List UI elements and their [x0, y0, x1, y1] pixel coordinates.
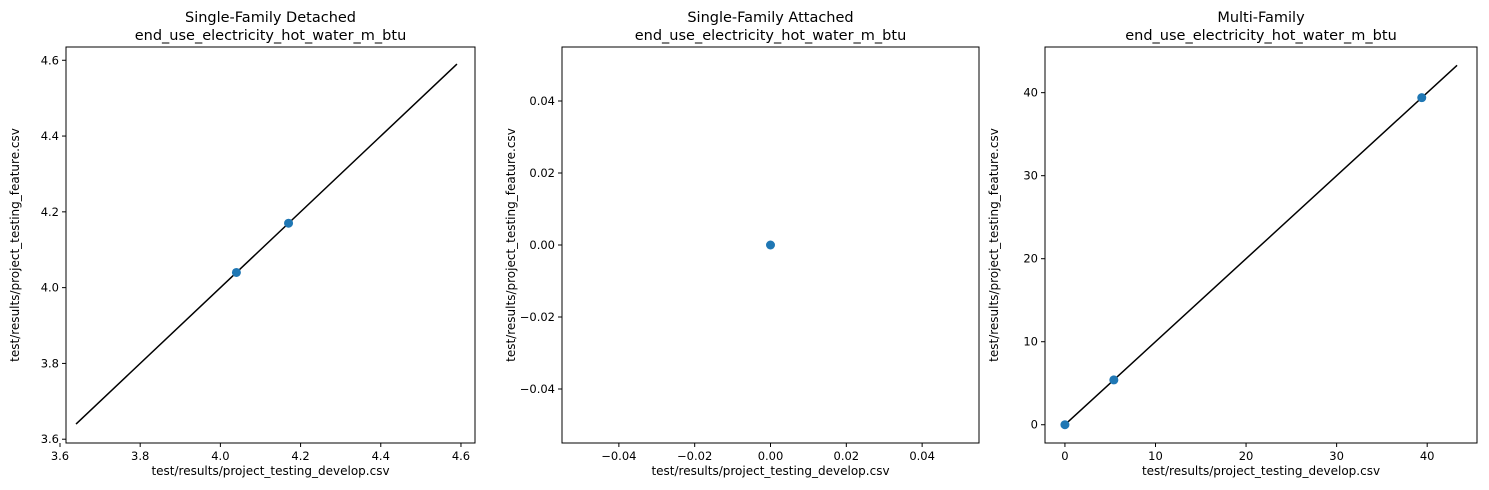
axes-frame: [1044, 46, 1478, 444]
data-point-2: [1109, 375, 1119, 385]
chart-panel-3: 0 10 20 30 40 0 10 20 30 40 Multi-Family end_use_el…: [987, 10, 1478, 478]
y-tick-label: 40: [1023, 86, 1038, 100]
x-tick-label: 20: [1239, 449, 1254, 463]
y-tick-label: 3.6: [41, 432, 59, 446]
chart-title-line-1: Single-Family Attached: [687, 10, 853, 26]
x-tick-label: 40: [1420, 449, 1435, 463]
y-tick-label: 0.02: [529, 166, 555, 180]
y-tick-label: 4.4: [41, 129, 59, 143]
x-tick-label: 3.6: [51, 449, 69, 463]
x-axis-label: test/results/project_testing_develop.csv: [1142, 464, 1380, 478]
identity-line: [75, 63, 458, 425]
y-tick-label: 10: [1023, 335, 1038, 349]
x-axis-label: test/results/project_testing_develop.csv: [151, 464, 389, 478]
y-tick-label: −0.04: [520, 382, 555, 396]
x-tick-label: 4.4: [372, 449, 390, 463]
x-tick-label: 4.0: [211, 449, 229, 463]
y-tick-label: 30: [1023, 169, 1038, 183]
chart-panel-2: −0.04 −0.02 0.00 0.02 0.04 −0.04 −0.02 0.00 0.02…: [504, 10, 980, 478]
x-tick-label: 4.6: [452, 449, 470, 463]
chart-title-line-2: end_use_electricity_hot_water_m_btu: [1125, 28, 1397, 44]
data-point-2: [284, 218, 294, 228]
x-axis-label: test/results/project_testing_develop.csv: [651, 464, 889, 478]
data-point-1: [1060, 420, 1070, 430]
x-tick-label: 10: [1148, 449, 1163, 463]
x-tick-label: 3.8: [131, 449, 149, 463]
x-tick-label: 0.00: [758, 449, 784, 463]
y-tick-label: 4.2: [41, 205, 59, 219]
chart-panel-1: 3.6 3.8 4.0 4.2 4.4 4.6 3.6 3.8 4.0 4.2 4.4 4.6 Sing…: [8, 10, 476, 478]
y-tick-label: 20: [1023, 252, 1038, 266]
x-tick-label: −0.04: [601, 449, 636, 463]
y-tick-label: 3.8: [41, 356, 59, 370]
y-tick-label: 0: [1031, 418, 1038, 432]
data-point-1: [231, 267, 241, 277]
y-tick-label: 0.04: [529, 94, 555, 108]
x-tick-label: 4.2: [291, 449, 309, 463]
data-point-1: [766, 240, 775, 250]
x-tick-label: 30: [1329, 449, 1344, 463]
x-tick-label: 0.02: [834, 449, 860, 463]
x-tick-label: 0.04: [909, 449, 935, 463]
y-axis-label: test/results/project_testing_feature.csv: [8, 128, 22, 362]
chart-title-line-1: Single-Family Detached: [185, 10, 356, 26]
axes-frame: [65, 46, 476, 444]
y-tick-label: 4.0: [41, 281, 59, 295]
y-tick-label: 0.00: [529, 238, 555, 252]
x-tick-label: 0: [1061, 449, 1068, 463]
y-axis-label: test/results/project_testing_feature.csv: [504, 128, 518, 362]
y-tick-label: 4.6: [41, 53, 59, 67]
y-axis-label: test/results/project_testing_feature.csv: [987, 128, 1001, 362]
x-tick-label: −0.02: [677, 449, 712, 463]
chart-title-line-2: end_use_electricity_hot_water_m_btu: [135, 28, 407, 44]
identity-line: [1064, 64, 1458, 426]
chart-title-line-2: end_use_electricity_hot_water_m_btu: [635, 28, 907, 44]
chart-title-line-1: Multi-Family: [1217, 10, 1305, 26]
data-point-3: [1417, 93, 1427, 103]
y-tick-label: −0.02: [520, 310, 555, 324]
